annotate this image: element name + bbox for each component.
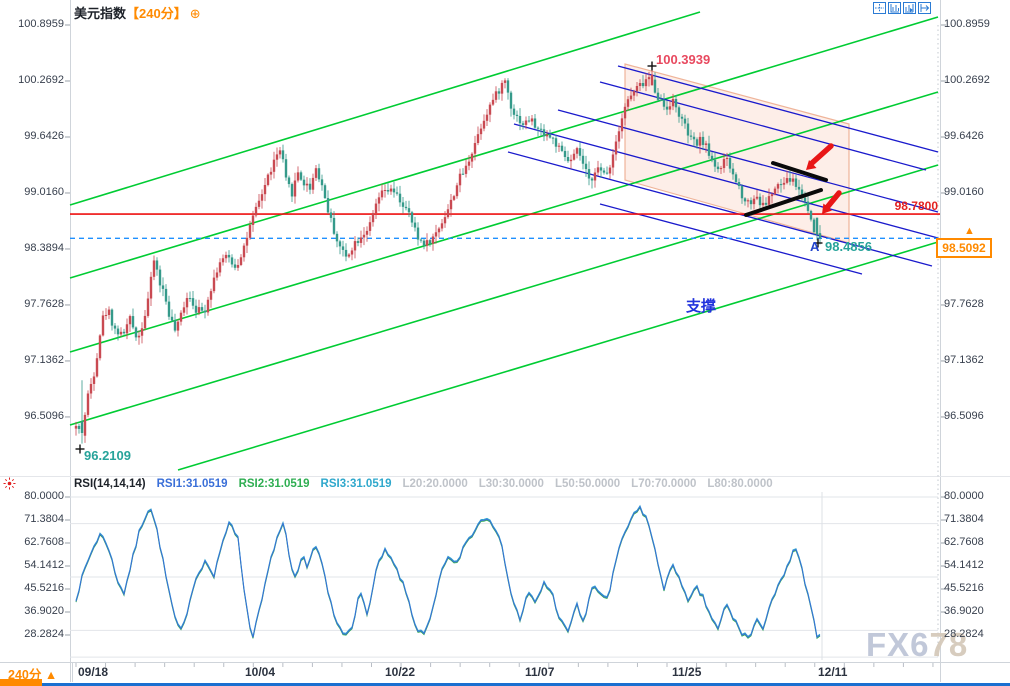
date-tick-label: 10/04 [245,665,276,679]
rsi-tick-label: 71.3804 [944,513,984,525]
rsi-l30-level: L30:30.0000 [478,478,544,490]
date-tick-label: 11/07 [525,665,555,679]
timeframe-tab[interactable]: 240分 ▲ [8,664,57,683]
rsi-l20-level: L20:20.0000 [402,478,468,490]
price-tick-label: 99.6426 [24,130,64,142]
symbol-name: 美元指数 [74,6,127,21]
rsi-tick-label: 45.5216 [24,582,64,594]
recent-low-label: 98.4856 [825,239,872,254]
rsi-tick-label: 54.1412 [944,559,984,571]
date-tick-label: 12/11 [818,665,848,679]
date-tick-label: 10/22 [385,665,416,679]
price-tick-label: 98.3894 [24,242,64,254]
support-label: 支撑 [686,298,717,315]
rsi-tick-label: 28.2824 [24,628,64,640]
chart-title: 美元指数【240分】 ⊕ [74,3,201,22]
rsi-tick-label: 62.7608 [944,536,984,548]
rsi-l50-level: L50:50.0000 [554,478,621,490]
fx678-watermark: FX678 [866,626,968,664]
pan-tool-icon[interactable] [873,2,886,14]
price-tick-label: 97.7628 [24,298,64,310]
timeframe-tab-label: 240分 [8,668,42,682]
price-tick-label: 100.2692 [944,74,990,86]
price-tick-label: 100.8959 [944,18,990,30]
resistance-price-label: 98.7800 [894,199,938,213]
rsi-tick-label: 71.3804 [24,513,64,525]
date-tick-label: 11/25 [672,665,702,679]
watermark-text: FX6 [866,626,930,663]
rsi-tick-label: 54.1412 [24,559,64,571]
rsi-tick-label: 36.9020 [24,605,64,617]
left-axis-chart-icon[interactable] [888,2,901,14]
rsi-tick-label: 62.7608 [24,536,64,548]
bottom-scrollbar-thumb[interactable] [0,679,42,686]
timeframe-label: 【240分】 [126,6,187,21]
rsi-tick-label: 45.5216 [944,582,984,594]
rsi-indicator-header: RSI(14,14,14) RSI1:31.0519 RSI2:31.0519 … [74,478,773,490]
price-up-arrow-icon: ▲ [964,225,975,237]
timeframe-tab-arrow-icon: ▲ [44,668,58,682]
price-tick-label: 97.1362 [944,354,984,366]
rsi-l80-level: L80:80.0000 [707,478,773,490]
rsi-tick-label: 28.2824 [944,628,984,640]
rsi2-value: RSI2:31.0519 [238,478,310,490]
price-tick-label: 99.6426 [944,130,984,142]
price-tick-label: 97.1362 [24,354,64,366]
date-tick-label: 09/18 [78,665,109,679]
point-a-marker: A [810,239,820,254]
price-tick-label: 97.7628 [944,298,984,310]
price-tick-label: 99.0160 [24,186,64,198]
rsi-tick-label: 80.0000 [24,490,64,502]
rsi1-value: RSI1:31.0519 [156,478,228,490]
rsi-name: RSI(14,14,14) [74,478,146,490]
indicator-settings-icon[interactable] [3,477,16,490]
price-tick-label: 96.5096 [944,410,984,422]
rsi-tick-label: 36.9020 [944,605,984,617]
export-chart-icon[interactable] [918,2,931,14]
rsi-l70-level: L70:70.0000 [631,478,697,490]
swing-low-label: 96.2109 [84,448,131,463]
price-tick-label: 100.8959 [18,18,64,30]
rsi3-value: RSI3:31.0519 [320,478,392,490]
right-axis-chart-icon[interactable] [903,2,916,14]
price-tick-label: 99.0160 [944,186,984,198]
watermark-text: 78 [929,626,969,663]
swing-high-label: 100.3939 [656,52,711,67]
current-price-badge: 98.5092 [936,238,992,258]
bottom-scrollbar[interactable] [0,683,1010,686]
rsi-tick-label: 80.0000 [944,490,984,502]
add-indicator-icon[interactable]: ⊕ [189,6,201,21]
chart-toolbar [873,2,931,14]
price-tick-label: 100.2692 [18,74,64,86]
price-tick-label: 96.5096 [24,410,64,422]
